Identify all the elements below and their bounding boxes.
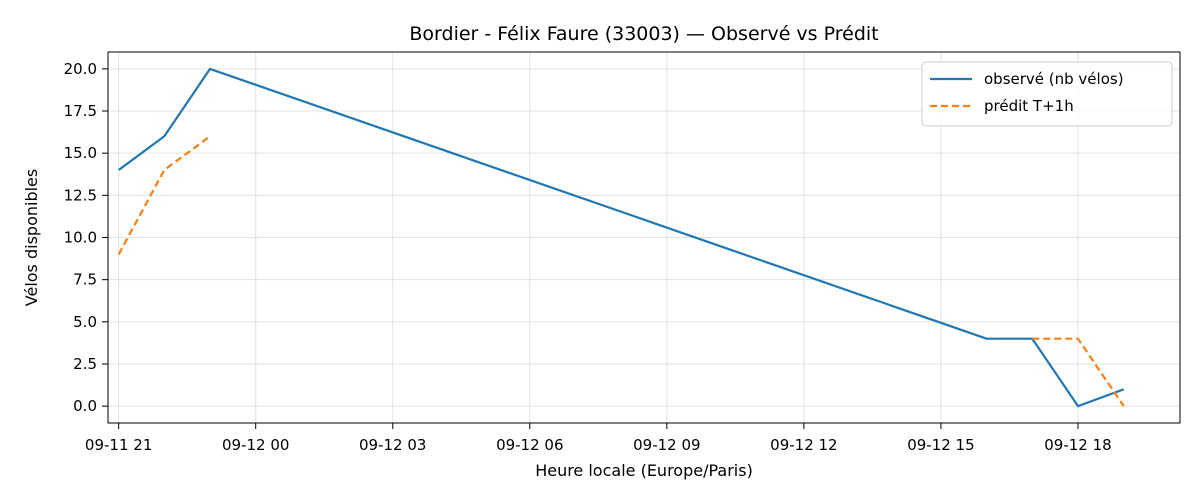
x-tick-label: 09-12 00 xyxy=(222,436,289,454)
legend-label: observé (nb vélos) xyxy=(984,70,1124,88)
y-tick-label: 7.5 xyxy=(73,271,97,289)
y-tick-label: 12.5 xyxy=(64,186,97,204)
x-tick-label: 09-11 21 xyxy=(85,436,152,454)
x-tick-label: 09-12 06 xyxy=(496,436,563,454)
y-tick-label: 10.0 xyxy=(64,229,97,247)
grid xyxy=(108,52,1180,423)
predicted-line xyxy=(1032,337,1125,407)
predicted-line xyxy=(117,135,211,255)
legend-label: prédit T+1h xyxy=(984,97,1074,115)
series-layer xyxy=(117,67,1125,408)
y-tick-label: 5.0 xyxy=(73,313,97,331)
legend: observé (nb vélos) prédit T+1h xyxy=(921,61,1173,127)
y-axis-label: Vélos disponibles xyxy=(22,169,41,306)
ticks: 09-11 21 09-12 00 09-12 03 09-12 06 09-12 09… xyxy=(64,60,1112,454)
y-tick-label: 17.5 xyxy=(64,102,97,120)
x-axis-label: Heure locale (Europe/Paris) xyxy=(535,461,753,480)
x-tick-label: 09-12 12 xyxy=(770,436,837,454)
x-tick-label: 09-12 09 xyxy=(633,436,700,454)
chart-title: Bordier - Félix Faure (33003) — Observé … xyxy=(409,23,878,45)
x-tick-label: 09-12 15 xyxy=(907,436,974,454)
legend-box xyxy=(921,61,1173,127)
y-tick-label: 15.0 xyxy=(64,144,97,162)
observed-line xyxy=(118,67,1125,408)
x-tick-label: 09-12 18 xyxy=(1044,436,1111,454)
y-tick-label: 20.0 xyxy=(64,60,97,78)
y-tick-label: 2.5 xyxy=(73,355,97,373)
y-tick-label: 0.0 xyxy=(73,397,97,415)
x-tick-label: 09-12 03 xyxy=(359,436,426,454)
